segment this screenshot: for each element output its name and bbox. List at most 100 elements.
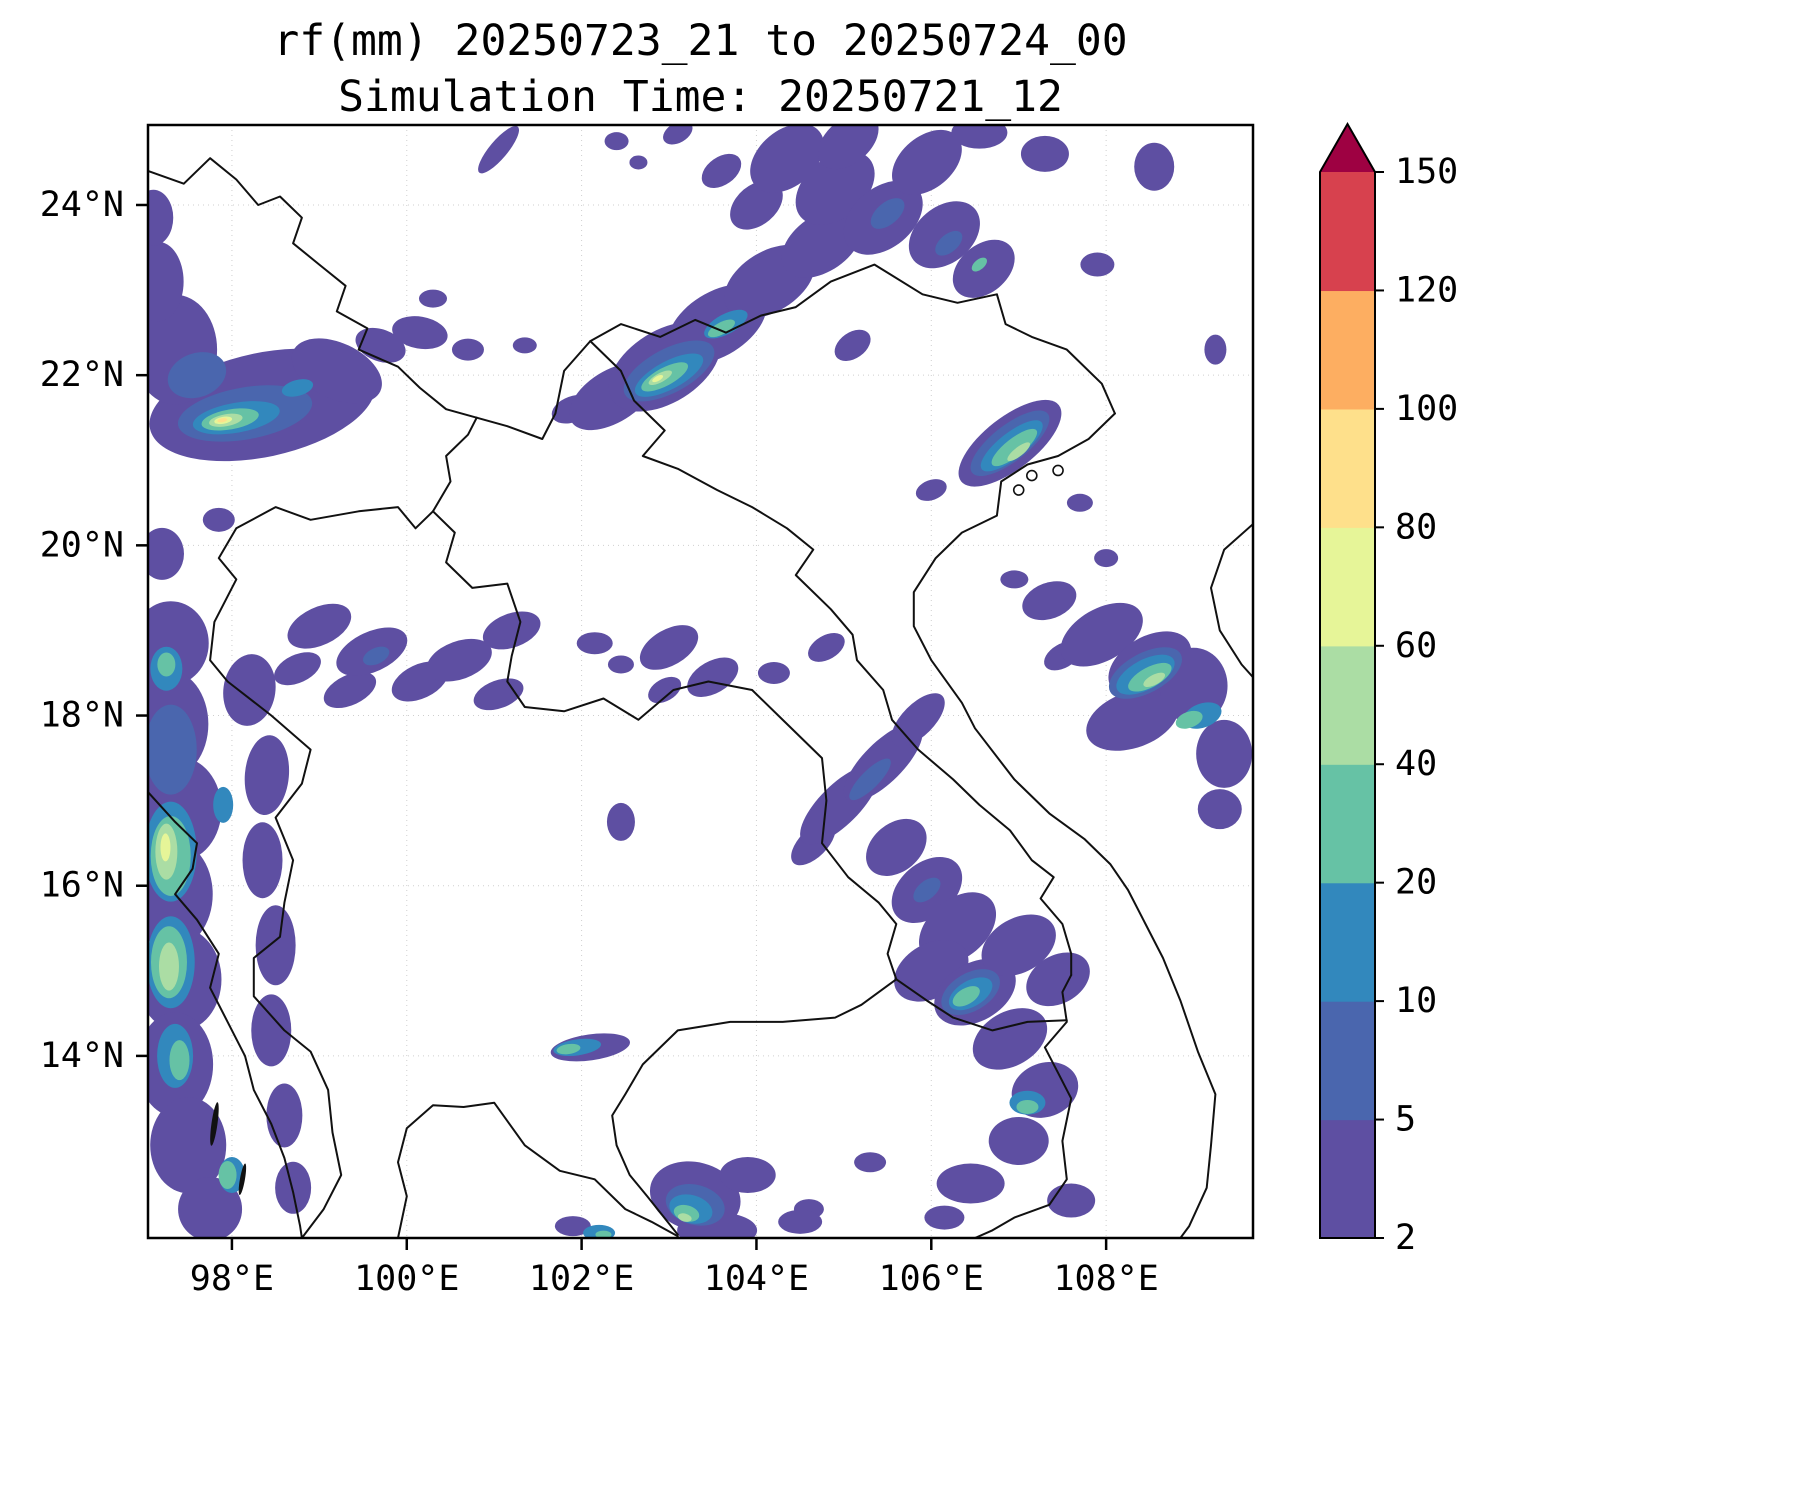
border-vietnam_coast xyxy=(912,412,1217,1238)
rain-cell xyxy=(606,802,635,841)
rain-cell xyxy=(870,198,905,229)
y-tick-label: 20°N xyxy=(40,525,124,565)
rain-cell xyxy=(707,319,736,338)
rain-cell xyxy=(244,735,290,815)
colorbar-tick-label: 20 xyxy=(1395,863,1437,903)
y-tick-label: 18°N xyxy=(40,696,124,736)
rain-cell xyxy=(677,1213,692,1222)
rain-cell xyxy=(1196,719,1253,788)
rain-cell xyxy=(363,646,390,666)
border-myanmar_coast xyxy=(148,791,303,1238)
rain-cell xyxy=(607,655,634,674)
rain-cell xyxy=(160,833,171,862)
rain-cell xyxy=(218,1161,237,1190)
country-border-layer xyxy=(148,157,1253,1238)
rain-cell xyxy=(1066,493,1093,512)
rain-cell xyxy=(1022,581,1077,621)
rain-cell xyxy=(287,603,352,649)
rain-cell xyxy=(1175,710,1203,729)
rain-cell xyxy=(576,632,613,655)
rain-cell xyxy=(935,230,963,256)
map-frame xyxy=(146,123,1255,1240)
border-laos_vietnam xyxy=(589,340,1073,977)
rain-cell xyxy=(148,189,174,246)
colorbar-band xyxy=(1320,764,1375,884)
border-gulf_of_thailand_coast xyxy=(397,1101,679,1238)
colorbar-extend-triangle xyxy=(1320,124,1375,172)
rain-cell xyxy=(817,125,879,170)
rain-cell xyxy=(426,638,492,682)
rain-cell xyxy=(291,338,382,404)
colorbar-tick-label: 5 xyxy=(1395,1100,1416,1140)
colorbar-tick-label: 40 xyxy=(1395,744,1437,784)
rain-cell xyxy=(148,704,197,795)
rain-cell xyxy=(834,329,871,362)
colorbar: 2 5 10 20 40 60 80 100 120 150 xyxy=(1319,121,1458,1258)
rain-cell xyxy=(952,239,1015,298)
coastal-islet xyxy=(1026,469,1038,482)
border-myanmar_thailand xyxy=(209,506,434,1238)
rain-cell xyxy=(604,132,629,151)
rain-cell xyxy=(478,125,520,174)
rain-cell xyxy=(255,905,296,986)
border-thailand_laos xyxy=(432,510,898,981)
rain-cell xyxy=(251,994,292,1067)
colorbar-tick-label: 80 xyxy=(1395,507,1437,547)
rain-cell xyxy=(652,374,664,383)
rain-cell xyxy=(178,1177,243,1238)
rain-cell xyxy=(1026,952,1090,1007)
x-tick-label: 106°E xyxy=(879,1259,984,1299)
y-tick-label: 22°N xyxy=(40,355,124,395)
rain-cell xyxy=(158,942,179,991)
rain-cell xyxy=(892,129,962,195)
rain-cell xyxy=(1197,789,1242,830)
rain-cell xyxy=(554,1216,591,1237)
map-axes: 98°E 100°E 102°E 104°E 106°E 108°E 14°N 16°N 18°… xyxy=(40,123,1255,1299)
border-china xyxy=(148,157,1116,440)
chart-title: rf(mm) 20250723_21 to 20250724_00 xyxy=(273,16,1128,66)
rain-cell xyxy=(274,652,321,686)
rain-cell xyxy=(991,428,1038,467)
rain-cell xyxy=(1134,142,1175,191)
rain-cell xyxy=(866,818,927,876)
x-tick-label: 100°E xyxy=(354,1259,459,1299)
rain-cell xyxy=(595,1230,612,1238)
rain-cell xyxy=(1020,135,1069,172)
colorbar-band xyxy=(1320,1119,1375,1239)
rain-cell xyxy=(629,155,648,170)
rain-cell xyxy=(281,379,314,397)
rain-cell xyxy=(1094,549,1119,568)
rain-cell xyxy=(750,125,824,193)
rain-cell xyxy=(913,877,941,903)
rain-cell xyxy=(1086,688,1179,751)
rain-cell xyxy=(213,786,234,823)
rain-cell xyxy=(1000,570,1029,589)
rainfall-contour-layer xyxy=(148,125,1253,1238)
rain-cell xyxy=(1143,672,1166,687)
y-tick-label: 16°N xyxy=(40,866,124,906)
colorbar-band xyxy=(1320,645,1375,765)
rain-cell xyxy=(556,1043,581,1055)
rain-cell xyxy=(202,507,235,532)
rain-cell xyxy=(988,1116,1049,1165)
rain-cell xyxy=(849,758,891,801)
rain-cell xyxy=(150,1097,227,1194)
rain-cell xyxy=(418,289,447,308)
colorbar-tick-label: 100 xyxy=(1395,389,1458,429)
rain-cell xyxy=(1080,252,1115,277)
colorbar-tick-label: 120 xyxy=(1395,270,1458,310)
rain-cell xyxy=(451,338,484,361)
rain-cell xyxy=(981,914,1056,977)
rain-cell xyxy=(266,1083,303,1148)
rain-cell xyxy=(687,657,739,697)
rain-cell xyxy=(1047,1183,1096,1218)
rain-cell xyxy=(148,527,184,580)
x-tick-label: 108°E xyxy=(1053,1259,1158,1299)
rain-cell xyxy=(482,611,541,650)
rain-cell xyxy=(473,678,524,711)
rain-cell xyxy=(663,125,693,145)
island-outline xyxy=(238,1163,247,1196)
rain-cell xyxy=(392,316,448,350)
coastal-islet xyxy=(1012,484,1025,496)
